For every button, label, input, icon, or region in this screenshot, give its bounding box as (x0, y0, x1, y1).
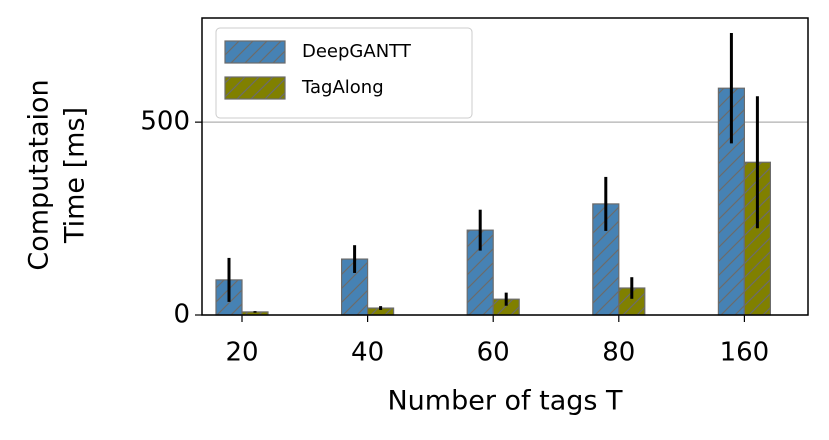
y-tick-label: 0 (173, 300, 190, 330)
plot-frame (201, 17, 809, 316)
x-tick-label: 80 (602, 338, 635, 368)
x-tick-label: 60 (477, 338, 510, 368)
legend-swatch (224, 40, 286, 64)
y-tick-label: 500 (140, 107, 190, 137)
legend-label: DeepGANTT (302, 41, 412, 62)
y-axis-label: Computataion (24, 79, 55, 270)
x-tick-label: 20 (225, 338, 258, 368)
x-axis-label: Number of tags T (387, 386, 623, 417)
x-tick-label: 160 (720, 338, 770, 368)
legend-label: TagAlong (301, 77, 384, 98)
y-axis-label: Time [ms] (60, 107, 91, 244)
legend-swatch (224, 76, 286, 100)
x-tick-label: 40 (351, 338, 384, 368)
